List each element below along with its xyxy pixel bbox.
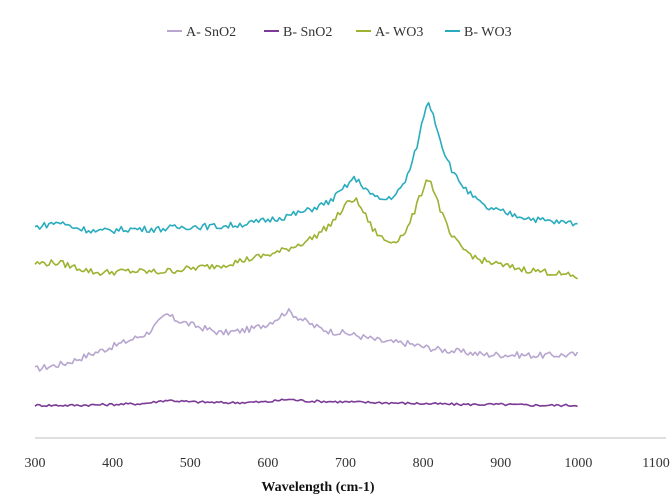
x-tick-label: 700 bbox=[335, 456, 356, 471]
x-tick-label: 1100 bbox=[642, 456, 669, 471]
x-axis-title: Wavelength (cm-1) bbox=[261, 480, 374, 495]
x-tick-label: 600 bbox=[257, 456, 278, 471]
x-tick-label: 300 bbox=[25, 456, 46, 471]
x-axis-ticks: 300 400 500 600 700 800 900 1000 1100 bbox=[25, 456, 670, 471]
chart-legend: A- SnO2 B- SnO2 A- WO3 B- WO3 bbox=[167, 25, 512, 40]
legend-label: A- WO3 bbox=[375, 25, 423, 40]
series-layer bbox=[34, 101, 579, 408]
series-line-b-wo3 bbox=[34, 101, 578, 234]
x-tick-label: 500 bbox=[180, 456, 201, 471]
legend-label: B- SnO2 bbox=[283, 25, 332, 40]
series-line-a-wo3 bbox=[34, 179, 578, 280]
x-tick-label: 800 bbox=[413, 456, 434, 471]
x-tick-label: 400 bbox=[102, 456, 123, 471]
legend-label: B- WO3 bbox=[464, 25, 512, 40]
legend-label: A- SnO2 bbox=[186, 25, 236, 40]
series-line-a-sno2 bbox=[34, 307, 579, 372]
series-line-b-sno2 bbox=[34, 398, 578, 408]
x-tick-label: 900 bbox=[490, 456, 511, 471]
x-tick-label: 1000 bbox=[564, 456, 592, 471]
